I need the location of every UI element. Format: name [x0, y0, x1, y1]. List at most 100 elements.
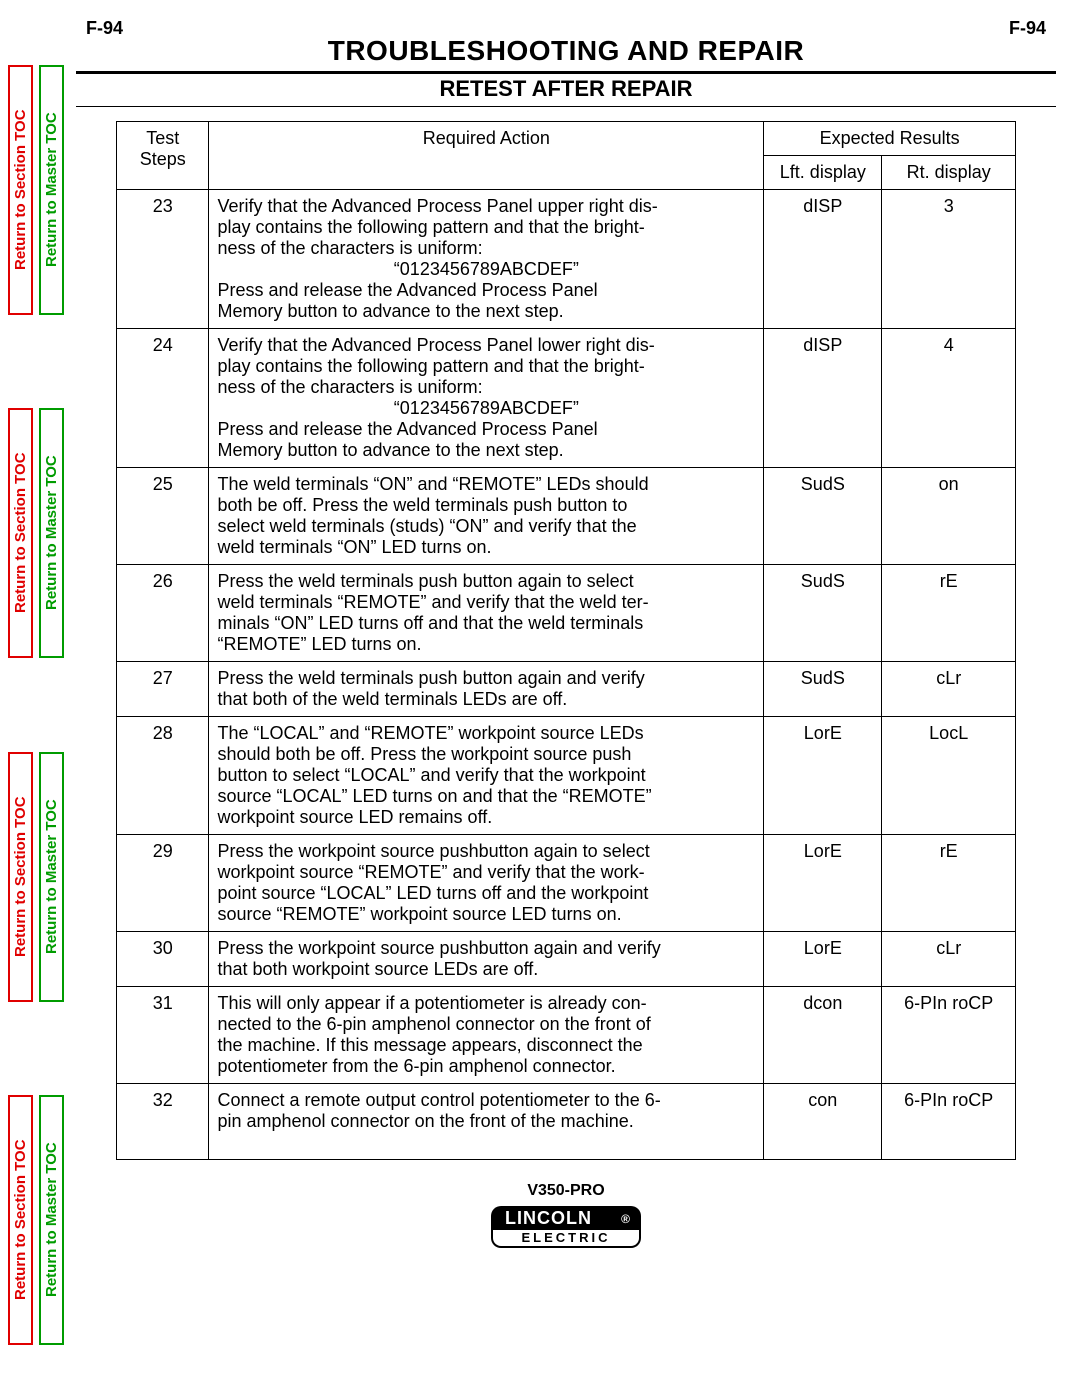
lincoln-logo: LINCOLN ® ELECTRIC — [491, 1206, 641, 1248]
action-text: workpoint source “REMOTE” and verify tha… — [217, 862, 755, 883]
rt-display-cell: LocL — [882, 717, 1016, 835]
action-cell: Verify that the Advanced Process Panel u… — [209, 190, 764, 329]
lft-display-cell: LorE — [764, 717, 882, 835]
rt-display-cell: 6-PIn roCP — [882, 1084, 1016, 1160]
lft-display-cell: LorE — [764, 932, 882, 987]
action-text: minals “ON” LED turns off and that the w… — [217, 613, 755, 634]
rt-display-cell: on — [882, 468, 1016, 565]
side-nav-tabs: Return to Section TOC Return to Section … — [8, 65, 70, 1345]
action-text: ness of the characters is uniform: — [217, 238, 755, 259]
table-row: 23 Verify that the Advanced Process Panel… — [117, 190, 1016, 329]
lft-display-cell: SudS — [764, 565, 882, 662]
action-text: should both be off. Press the workpoint … — [217, 744, 755, 765]
lft-display-cell: dISP — [764, 190, 882, 329]
action-text: Memory button to advance to the next ste… — [217, 440, 755, 461]
rt-display-cell: rE — [882, 565, 1016, 662]
action-text: play contains the following pattern and … — [217, 217, 755, 238]
table-row: 24 Verify that the Advanced Process Panel… — [117, 329, 1016, 468]
divider-thick — [76, 71, 1056, 74]
action-text: potentiometer from the 6-pin amphenol co… — [217, 1056, 755, 1077]
action-text: Connect a remote output control potentio… — [217, 1090, 755, 1111]
step-cell: 32 — [117, 1084, 209, 1160]
step-cell: 31 — [117, 987, 209, 1084]
return-master-toc-link[interactable]: Return to Master TOC — [39, 1095, 64, 1345]
action-text: Verify that the Advanced Process Panel l… — [217, 335, 755, 356]
action-text: nected to the 6-pin amphenol connector o… — [217, 1014, 755, 1035]
lft-display-cell: SudS — [764, 662, 882, 717]
model-label: V350-PRO — [76, 1182, 1056, 1200]
table-row: 30 Press the workpoint source pushbutton … — [117, 932, 1016, 987]
step-cell: 27 — [117, 662, 209, 717]
return-master-toc-link[interactable]: Return to Master TOC — [39, 752, 64, 1002]
step-cell: 30 — [117, 932, 209, 987]
action-text: Press the workpoint source pushbutton ag… — [217, 938, 755, 959]
action-cell: The “LOCAL” and “REMOTE” workpoint sourc… — [209, 717, 764, 835]
step-cell: 25 — [117, 468, 209, 565]
lft-display-cell: LorE — [764, 835, 882, 932]
master-toc-column: Return to Master TOC Return to Master TO… — [39, 65, 64, 1345]
step-cell: 26 — [117, 565, 209, 662]
logo-top: LINCOLN ® — [491, 1206, 641, 1230]
action-text: that both workpoint source LEDs are off. — [217, 959, 755, 980]
brand-name: LINCOLN — [505, 1208, 592, 1229]
table-row: 25 The weld terminals “ON” and “REMOTE” L… — [117, 468, 1016, 565]
action-text: workpoint source LED remains off. — [217, 807, 755, 828]
step-cell: 24 — [117, 329, 209, 468]
divider-thin — [76, 106, 1056, 107]
action-text: Verify that the Advanced Process Panel u… — [217, 196, 755, 217]
step-cell: 29 — [117, 835, 209, 932]
action-center-text: “0123456789ABCDEF” — [217, 259, 755, 280]
table-body: 23 Verify that the Advanced Process Panel… — [117, 190, 1016, 1160]
action-cell: Press the workpoint source pushbutton ag… — [209, 932, 764, 987]
action-text: pin amphenol connector on the front of t… — [217, 1111, 755, 1132]
table-row: 28 The “LOCAL” and “REMOTE” workpoint sou… — [117, 717, 1016, 835]
action-text: Press the weld terminals push button aga… — [217, 668, 755, 689]
main-title: TROUBLESHOOTING AND REPAIR — [76, 35, 1056, 67]
rt-display-cell: cLr — [882, 662, 1016, 717]
action-text: weld terminals “ON” LED turns on. — [217, 537, 755, 558]
action-cell: This will only appear if a potentiometer… — [209, 987, 764, 1084]
action-text: The “LOCAL” and “REMOTE” workpoint sourc… — [217, 723, 755, 744]
table-row: 26 Press the weld terminals push button a… — [117, 565, 1016, 662]
step-cell: 28 — [117, 717, 209, 835]
action-text: source “LOCAL” LED turns on and that the… — [217, 786, 755, 807]
action-text: “REMOTE” LED turns on. — [217, 634, 755, 655]
rt-display-cell: 3 — [882, 190, 1016, 329]
table-row: 31 This will only appear if a potentiomet… — [117, 987, 1016, 1084]
return-master-toc-link[interactable]: Return to Master TOC — [39, 408, 64, 658]
header-expected: Expected Results — [764, 122, 1016, 156]
table-row: 29Press the workpoint source pushbutton … — [117, 835, 1016, 932]
page-content: F-94 F-94 TROUBLESHOOTING AND REPAIR RET… — [76, 18, 1056, 1248]
header-rt-display: Rt. display — [882, 156, 1016, 190]
header-action: Required Action — [209, 122, 764, 190]
action-cell: The weld terminals “ON” and “REMOTE” LED… — [209, 468, 764, 565]
action-text: Press and release the Advanced Process P… — [217, 280, 755, 301]
action-cell: Press the workpoint source pushbutton ag… — [209, 835, 764, 932]
return-section-toc-link[interactable]: Return to Section TOC — [8, 752, 33, 1002]
step-cell: 23 — [117, 190, 209, 329]
table-row: 27 Press the weld terminals push button a… — [117, 662, 1016, 717]
lft-display-cell: con — [764, 1084, 882, 1160]
action-cell: Verify that the Advanced Process Panel l… — [209, 329, 764, 468]
action-text: This will only appear if a potentiometer… — [217, 993, 755, 1014]
rt-display-cell: rE — [882, 835, 1016, 932]
sub-title: RETEST AFTER REPAIR — [76, 76, 1056, 102]
action-text: both be off. Press the weld terminals pu… — [217, 495, 755, 516]
page-code-left: F-94 — [86, 18, 123, 39]
return-section-toc-link[interactable]: Return to Section TOC — [8, 65, 33, 315]
return-section-toc-link[interactable]: Return to Section TOC — [8, 1095, 33, 1345]
header-lft-display: Lft. display — [764, 156, 882, 190]
lft-display-cell: SudS — [764, 468, 882, 565]
retest-table: Test Steps Required Action Expected Resu… — [116, 121, 1016, 1160]
action-text — [217, 1132, 755, 1153]
table-head: Test Steps Required Action Expected Resu… — [117, 122, 1016, 190]
action-text: The weld terminals “ON” and “REMOTE” LED… — [217, 474, 755, 495]
return-master-toc-link[interactable]: Return to Master TOC — [39, 65, 64, 315]
action-text: play contains the following pattern and … — [217, 356, 755, 377]
return-section-toc-link[interactable]: Return to Section TOC — [8, 408, 33, 658]
page-footer: V350-PRO LINCOLN ® ELECTRIC — [76, 1182, 1056, 1248]
action-center-text: “0123456789ABCDEF” — [217, 398, 755, 419]
action-text: Press the weld terminals push button aga… — [217, 571, 755, 592]
logo-bottom: ELECTRIC — [491, 1230, 641, 1248]
header-steps: Test Steps — [117, 122, 209, 190]
